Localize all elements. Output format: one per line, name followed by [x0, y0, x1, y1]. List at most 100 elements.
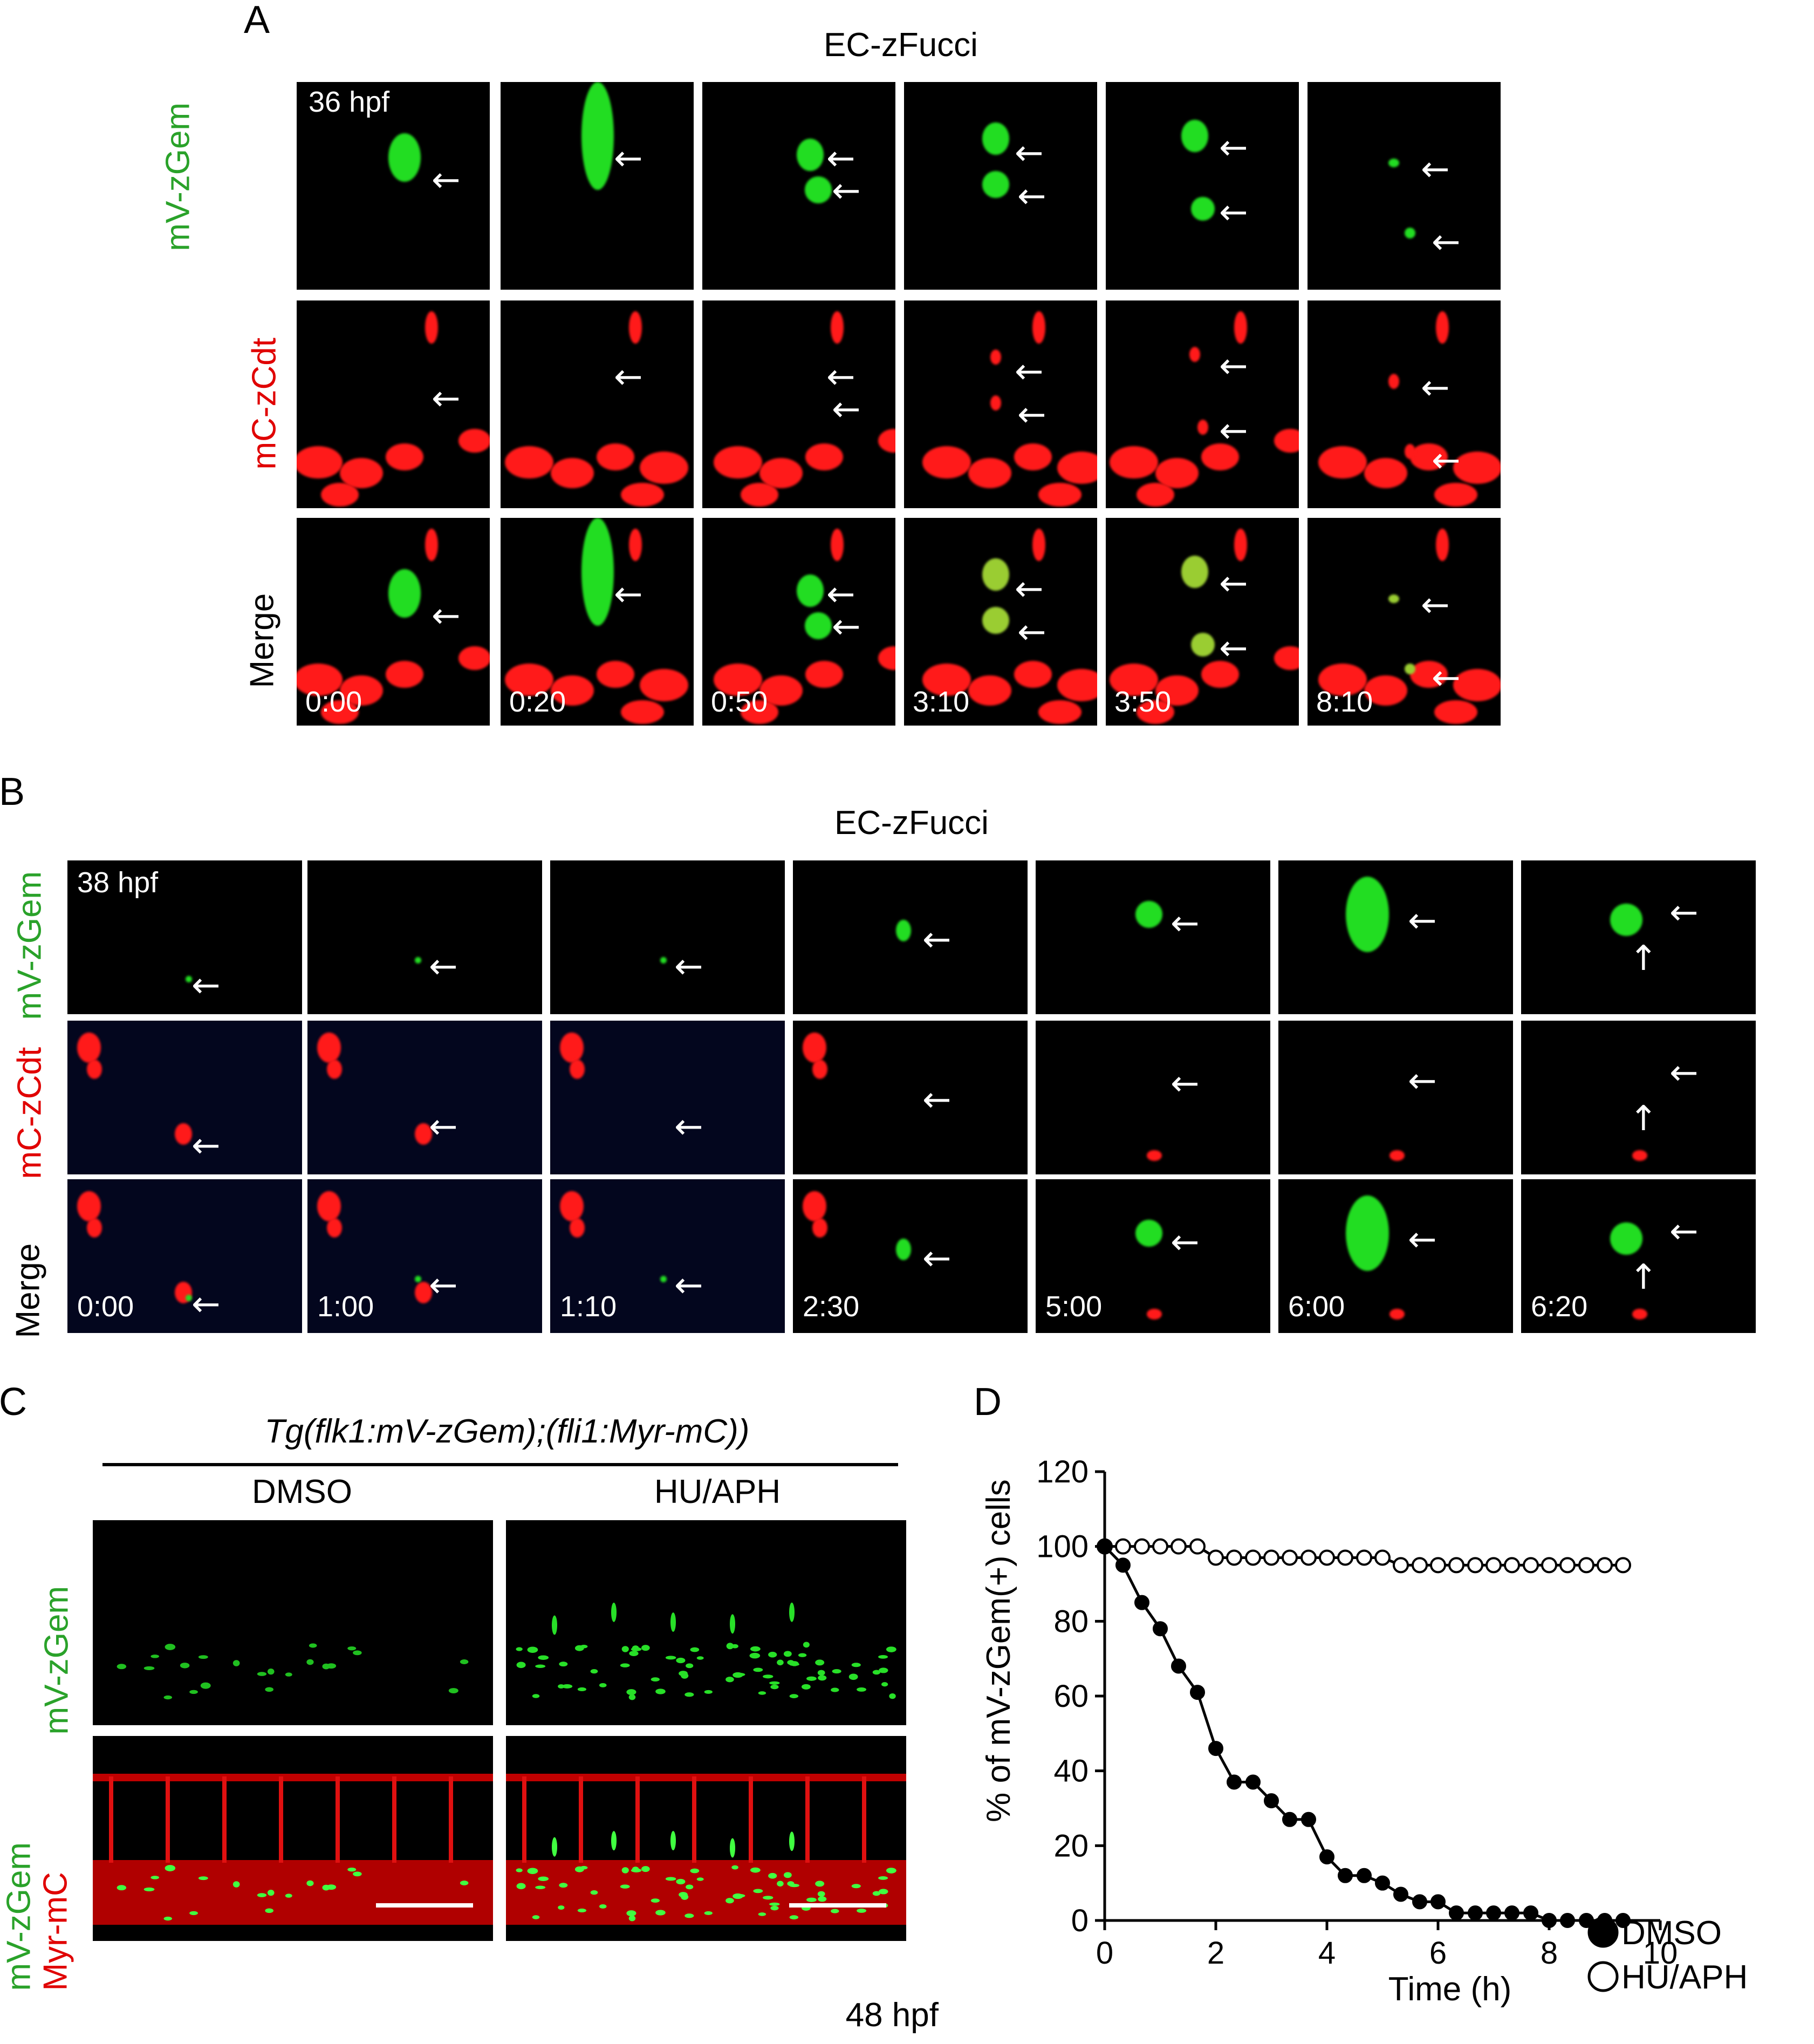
- arrow-icon: ←: [614, 139, 643, 179]
- green-nucleus: [690, 1868, 700, 1874]
- data-point-hu-aph: [1503, 1557, 1520, 1574]
- green-nucleus: [676, 1657, 686, 1664]
- green-nucleus: [704, 1911, 713, 1915]
- red-nucleus: [321, 700, 359, 724]
- red-nucleus: [1147, 1150, 1162, 1161]
- green-nucleus: [684, 1692, 694, 1697]
- green-nucleus: [460, 1659, 469, 1664]
- green-nucleus: [731, 1865, 738, 1870]
- y-tick-label: 60: [1053, 1679, 1089, 1714]
- panel-b-r1-c7-image: ← ↑: [1521, 860, 1756, 1014]
- arrow-icon: ←: [1432, 658, 1461, 698]
- green-nucleus: [265, 1908, 273, 1913]
- red-nucleus: [1410, 443, 1448, 470]
- data-point-hu-aph: [1300, 1549, 1317, 1566]
- panel-c-dmso-gem-cells: [117, 1643, 469, 1700]
- axial-vessel: [93, 1860, 493, 1925]
- green-cell: [1405, 228, 1415, 238]
- red-nucleus: [1632, 1309, 1647, 1320]
- red-daughter-cell: [990, 350, 1001, 365]
- axial-vessel: [506, 1860, 906, 1925]
- green-nucleus: [733, 1672, 743, 1678]
- panel-b-r1-c1-image: ← 38 hpf: [67, 860, 302, 1014]
- green-cell: [388, 133, 421, 182]
- green-nucleus: [626, 1689, 636, 1696]
- green-nucleus: [686, 1884, 694, 1890]
- green-nucleus: [527, 1868, 538, 1874]
- panel-a-stage-label: 36 hpf: [309, 86, 390, 118]
- data-point-dmso: [1468, 1905, 1483, 1921]
- green-nucleus: [577, 1908, 587, 1913]
- x-tick-label: 4: [1318, 1936, 1336, 1971]
- red-nucleus: [597, 661, 634, 688]
- data-point-hu-aph: [1392, 1557, 1409, 1574]
- green-nucleus: [527, 1646, 538, 1653]
- arrow-icon: ←: [429, 1107, 458, 1147]
- red-nucleus: [1147, 1309, 1162, 1320]
- arrow-icon: ←: [191, 1126, 221, 1166]
- panel-a-r3-c5-image: ← ← 3:50: [1106, 518, 1299, 726]
- arrow-icon: ←: [922, 1080, 952, 1120]
- y-tick-label: 80: [1053, 1604, 1089, 1639]
- intersegmental-vessel: [805, 1776, 810, 1863]
- data-point-dmso: [1226, 1774, 1242, 1790]
- arrow-icon: ←: [1219, 128, 1248, 168]
- green-nucleus: [535, 1664, 546, 1668]
- panel-c-dmso-vessels: [93, 1774, 493, 1925]
- panel-b-r2-c6-image: ←: [1278, 1021, 1513, 1174]
- green-nucleus: [535, 1885, 546, 1889]
- red-nucleus: [1110, 664, 1158, 696]
- green-nucleus: [753, 1889, 763, 1893]
- green-cell: [581, 82, 614, 190]
- data-point-hu-aph: [1245, 1549, 1262, 1566]
- intersegmental-vessel: [449, 1776, 453, 1863]
- panel-a-title: EC-zFucci: [824, 26, 978, 64]
- green-nucleus: [758, 1691, 766, 1695]
- data-point-dmso: [1523, 1905, 1539, 1921]
- green-nucleus: [815, 1659, 825, 1666]
- green-nucleus: [189, 1690, 198, 1694]
- panel-label-a: A: [244, 0, 270, 42]
- green-nucleus: [878, 1876, 888, 1880]
- red-nucleus: [1014, 661, 1052, 688]
- red-nucleus: [1318, 446, 1367, 478]
- dorsal-vessel: [93, 1774, 493, 1781]
- chart-axes: 0 20 40 60 80 100 120 0 2 4 6 8 10: [1036, 1454, 1678, 1971]
- panel-a-r2-c4-image: ← ←: [904, 300, 1097, 508]
- red-nucleus: [1434, 700, 1477, 724]
- red-nucleus: [386, 661, 423, 688]
- panel-b-r1-c6-image: ←: [1278, 860, 1513, 1014]
- data-point-dmso: [1504, 1905, 1519, 1921]
- data-point-dmso: [1375, 1875, 1390, 1891]
- red-nucleus: [340, 458, 383, 488]
- panel-a-r1-c3-image: ← ←: [702, 82, 895, 290]
- panel-label-c: C: [0, 1380, 27, 1424]
- green-cell: [1191, 197, 1215, 221]
- green-nucleus: [651, 1677, 660, 1681]
- green-nucleus: [777, 1881, 784, 1887]
- green-nucleus: [558, 1905, 565, 1910]
- green-nucleus: [726, 1643, 734, 1650]
- panel-b-time-label: 6:20: [1531, 1290, 1588, 1323]
- data-point-hu-aph: [1523, 1557, 1539, 1574]
- arrow-icon: ←: [1421, 368, 1450, 408]
- green-nucleus: [881, 1682, 888, 1687]
- red-nucleus: [741, 700, 778, 724]
- green-nucleus: [676, 1878, 686, 1885]
- data-point-hu-aph: [1374, 1549, 1391, 1566]
- red-nucleus: [640, 452, 688, 484]
- data-point-dmso: [1579, 1913, 1594, 1928]
- red-nucleus: [1038, 483, 1081, 507]
- green-cell: [797, 139, 824, 171]
- green-nucleus: [590, 1669, 598, 1674]
- panel-b-r1-c4-image: ←: [793, 860, 1028, 1014]
- arrow-icon: ←: [1170, 1222, 1200, 1262]
- green-nucleus: [621, 1867, 629, 1874]
- green-nucleus: [632, 1867, 639, 1872]
- legend-label-hu-aph: HU/APH: [1621, 1959, 1748, 1996]
- green-nucleus: [879, 1889, 888, 1895]
- red-nucleus: [1274, 429, 1299, 453]
- red-nucleus: [1434, 483, 1477, 507]
- green-nucleus: [265, 1687, 273, 1692]
- green-nucleus: [552, 1837, 557, 1857]
